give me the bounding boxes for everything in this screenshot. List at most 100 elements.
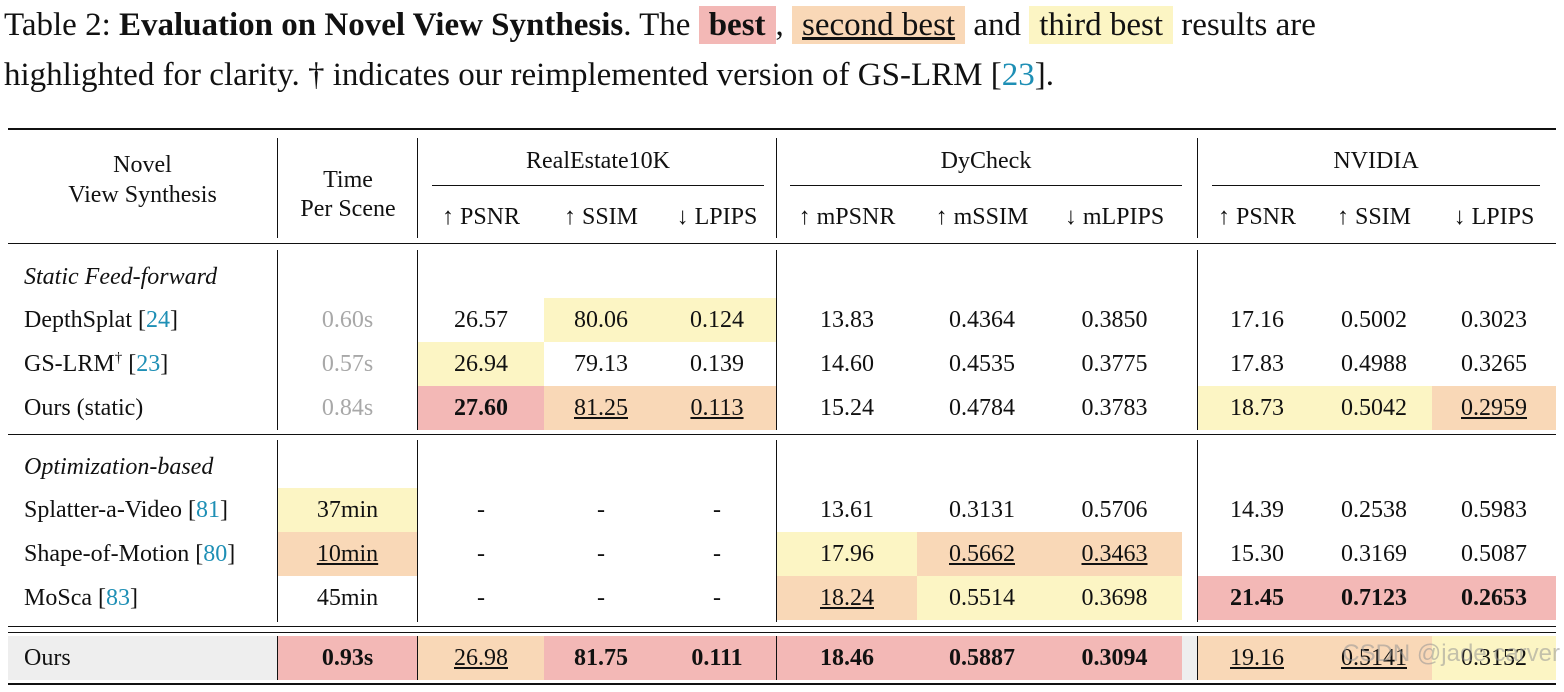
time-cell: 0.60s — [321, 307, 374, 333]
method-name: GS-LRM† [23] — [24, 350, 169, 378]
section-title-optimization: Optimization-based — [24, 454, 214, 480]
value-cell: - — [597, 585, 605, 611]
time-cell: 0.93s — [278, 636, 417, 680]
value-cell: 0.3783 — [1081, 395, 1148, 421]
value-cell: 0.3152 — [1432, 636, 1556, 680]
dagger-mark: † — [114, 350, 123, 366]
vline-body-1b — [277, 440, 278, 622]
method-name: DepthSplat [24] — [24, 307, 178, 333]
value-cell: - — [713, 585, 721, 611]
caption-prefix: Table 2: — [4, 7, 119, 43]
vline-body-3a — [776, 250, 777, 430]
citation-link[interactable]: 23 — [1001, 57, 1035, 93]
citation-link[interactable]: 24 — [145, 307, 170, 333]
header-metric-2: ↓ LPIPS — [676, 204, 758, 230]
caption-text: . The — [623, 7, 699, 43]
method-label: Ours (static) — [24, 395, 144, 421]
header-metric-1: ↑ SSIM — [563, 204, 639, 230]
value-cell: 80.06 — [544, 298, 658, 342]
value-cell: 13.83 — [820, 307, 874, 333]
vline-body-3b — [776, 440, 777, 622]
value-cell: 0.4364 — [949, 307, 1015, 333]
header-method-2: View Synthesis — [68, 182, 217, 208]
header-rule — [8, 243, 1556, 244]
citation-link[interactable]: 80 — [203, 541, 228, 567]
value-cell: 27.60 — [418, 386, 544, 430]
value-cell: - — [597, 497, 605, 523]
legend-third-best: third best — [1029, 6, 1173, 44]
method-label: MoSca [ — [24, 585, 106, 611]
value-cell: - — [477, 541, 485, 567]
value-cell: 81.75 — [544, 636, 658, 680]
header-time-1: Time — [323, 167, 373, 193]
citation-link[interactable]: 83 — [105, 585, 130, 611]
ours-rule-top — [8, 626, 1556, 627]
value-cell: 0.5042 — [1316, 386, 1432, 430]
value-cell: 0.3698 — [1047, 576, 1182, 620]
header-metric-6: ↑ PSNR — [1217, 204, 1297, 230]
caption-title: Evaluation on Novel View Synthesis — [118, 7, 624, 43]
value-cell: 0.5514 — [917, 576, 1047, 620]
caption-comma: , — [775, 7, 784, 43]
value-cell: 0.3850 — [1081, 307, 1148, 333]
top-rule — [8, 128, 1556, 130]
value-cell: 0.3023 — [1461, 307, 1527, 333]
value-cell: - — [477, 585, 485, 611]
value-cell: 0.111 — [658, 636, 776, 680]
value-cell: 0.2959 — [1432, 386, 1556, 430]
vline-body-2a — [417, 250, 418, 430]
value-cell: 26.98 — [418, 636, 544, 680]
table-caption: Table 2: Evaluation on Novel View Synthe… — [4, 0, 1560, 100]
vline-ours-2 — [417, 636, 418, 680]
ours-rule-mid — [8, 632, 1556, 633]
time-cell: 0.57s — [321, 351, 374, 377]
caption-line-1: Table 2: Evaluation on Novel View Synthe… — [4, 0, 1560, 50]
vline-body-1a — [277, 250, 278, 430]
value-cell: 0.5983 — [1461, 497, 1527, 523]
value-cell: 0.4988 — [1341, 351, 1407, 377]
value-cell: 0.3169 — [1341, 541, 1407, 567]
vline-ours-4 — [1197, 636, 1198, 680]
vline-3 — [776, 138, 777, 238]
value-cell: 0.5662 — [917, 532, 1047, 576]
value-cell: - — [477, 497, 485, 523]
citation-link[interactable]: 81 — [196, 497, 221, 523]
header-time-2: Per Scene — [300, 196, 396, 222]
value-cell: 0.4784 — [949, 395, 1015, 421]
vline-4 — [1197, 138, 1198, 238]
legend-best: best — [698, 6, 776, 44]
value-cell: 26.57 — [454, 307, 508, 333]
value-cell: 0.3131 — [949, 497, 1015, 523]
header-metric-4: ↑ mSSIM — [935, 204, 1029, 230]
caption-line-2-end: ]. — [1034, 57, 1054, 93]
value-cell: 19.16 — [1198, 636, 1316, 680]
value-cell: 0.2653 — [1432, 576, 1556, 620]
method-name: Ours (static) — [24, 386, 274, 430]
value-cell: 17.96 — [777, 532, 917, 576]
value-cell: 0.7123 — [1316, 576, 1432, 620]
value-cell: 15.24 — [820, 395, 874, 421]
method-label: GS-LRM — [24, 351, 115, 377]
header-metric-5: ↓ mLPIPS — [1064, 204, 1165, 230]
time-cell: 37min — [278, 488, 417, 532]
value-cell: - — [713, 541, 721, 567]
value-cell: 0.3265 — [1461, 351, 1527, 377]
watermark: CSDN @jade carver — [1342, 640, 1560, 667]
caption-tail: results are — [1181, 7, 1316, 43]
realestate-underline — [432, 185, 764, 186]
method-label: Splatter-a-Video [ — [24, 497, 197, 523]
value-cell: 0.3463 — [1047, 532, 1182, 576]
time-cell: 10min — [278, 532, 417, 576]
method-label: DepthSplat [ — [24, 307, 146, 333]
vline-body-2b — [417, 440, 418, 622]
value-cell: 18.46 — [777, 636, 917, 680]
header-metric-8: ↓ LPIPS — [1453, 204, 1535, 230]
nvidia-underline — [1212, 185, 1540, 186]
value-cell: 0.5706 — [1081, 497, 1148, 523]
citation-link[interactable]: 23 — [136, 351, 161, 377]
value-cell: 26.94 — [418, 342, 544, 386]
dycheck-underline — [790, 185, 1182, 186]
method-name: Ours — [24, 636, 274, 680]
value-cell: 17.16 — [1230, 307, 1284, 333]
value-cell: 0.5087 — [1461, 541, 1527, 567]
